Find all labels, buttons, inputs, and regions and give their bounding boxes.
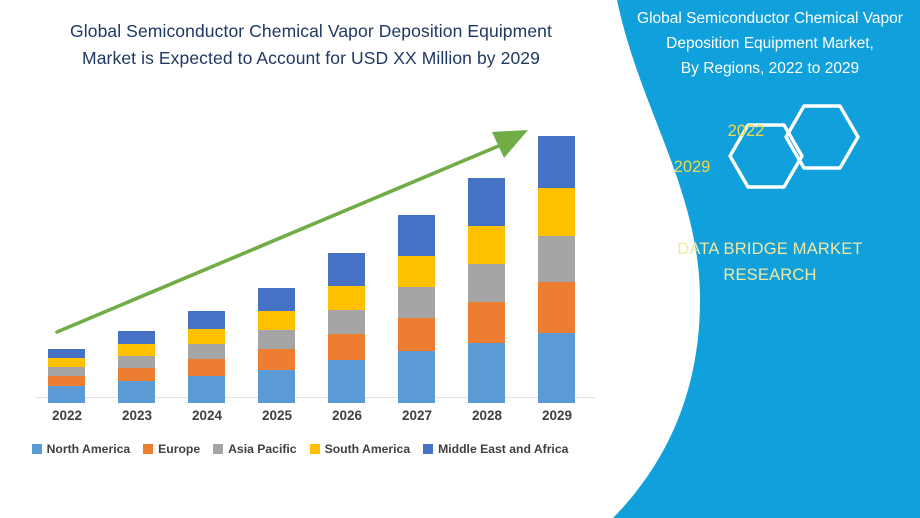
bar-segment-middle-east-and-africa bbox=[118, 331, 155, 344]
x-tick-2026: 2026 bbox=[331, 408, 363, 423]
legend-label-asia-pacific: Asia Pacific bbox=[228, 442, 297, 456]
brand-name: DATA BRIDGE MARKET RESEARCH bbox=[620, 236, 920, 288]
x-tick-2025: 2025 bbox=[261, 408, 293, 423]
legend-item-north-america[interactable]: North America bbox=[31, 442, 131, 456]
bar-segment-asia-pacific bbox=[188, 344, 225, 359]
bar-2025 bbox=[258, 288, 295, 403]
legend-label-south-america: South America bbox=[324, 442, 411, 456]
bar-segment-south-america bbox=[468, 226, 505, 264]
bar-2029 bbox=[538, 136, 575, 403]
x-tick-2023: 2023 bbox=[121, 408, 153, 423]
brand-name-line-1: DATA BRIDGE MARKET bbox=[677, 240, 863, 258]
bar-segment-middle-east-and-africa bbox=[188, 311, 225, 329]
x-tick-2027: 2027 bbox=[401, 408, 433, 423]
bar-2022 bbox=[48, 349, 85, 403]
chart-legend: North America Europe Asia Pacific South Ame… bbox=[0, 442, 600, 456]
bar-segment-north-america bbox=[118, 381, 155, 403]
bar-segment-south-america bbox=[258, 311, 295, 330]
brand-title-line-1: Global Semiconductor Chemical Vapor bbox=[637, 10, 903, 27]
bar-segment-north-america bbox=[48, 386, 85, 403]
chart-title: Global Semiconductor Chemical Vapor Depo… bbox=[26, 18, 596, 72]
bar-segment-asia-pacific bbox=[328, 310, 365, 334]
bar-2023 bbox=[118, 331, 155, 403]
bar-segment-north-america bbox=[258, 370, 295, 403]
legend-swatch-south-america bbox=[309, 444, 320, 454]
chart-plot-area bbox=[0, 96, 600, 404]
bar-segment-south-america bbox=[48, 358, 85, 367]
bar-2027 bbox=[398, 215, 435, 403]
brand-panel: Global Semiconductor Chemical Vapor Depo… bbox=[620, 0, 920, 518]
bar-2024 bbox=[188, 311, 225, 403]
legend-label-europe: Europe bbox=[158, 442, 201, 456]
hexagon-2022-label: 2022 bbox=[727, 122, 765, 140]
bar-segment-europe bbox=[118, 368, 155, 381]
x-axis-labels: 2022 2023 2024 2025 2026 2027 2028 2029 bbox=[0, 408, 600, 432]
x-tick-2022: 2022 bbox=[51, 408, 83, 423]
bar-segment-asia-pacific bbox=[538, 236, 575, 282]
legend-item-south-america[interactable]: South America bbox=[309, 442, 411, 456]
hexagon-2029-label: 2029 bbox=[673, 158, 711, 176]
bar-segment-north-america bbox=[328, 360, 365, 403]
x-tick-2029: 2029 bbox=[541, 408, 573, 423]
bar-segment-south-america bbox=[538, 188, 575, 236]
axis-baseline bbox=[35, 397, 595, 398]
hexagon-badge-group bbox=[728, 104, 860, 189]
bar-segment-europe bbox=[538, 282, 575, 333]
brand-title-line-2: Deposition Equipment Market, bbox=[666, 35, 874, 52]
bar-segment-europe bbox=[48, 376, 85, 386]
bar-segment-asia-pacific bbox=[468, 264, 505, 302]
legend-swatch-north-america bbox=[31, 444, 42, 454]
bar-segment-middle-east-and-africa bbox=[258, 288, 295, 311]
hexagon-2029-icon bbox=[728, 123, 804, 189]
legend-label-middle-east-and-africa: Middle East and Africa bbox=[438, 442, 569, 456]
bar-segment-south-america bbox=[398, 256, 435, 287]
legend-item-europe[interactable]: Europe bbox=[143, 442, 200, 456]
legend-swatch-asia-pacific bbox=[213, 444, 224, 454]
bar-segment-asia-pacific bbox=[258, 330, 295, 349]
bar-segment-north-america bbox=[398, 351, 435, 403]
legend-item-asia-pacific[interactable]: Asia Pacific bbox=[213, 442, 297, 456]
chart-title-line-1: Global Semiconductor Chemical Vapor Depo… bbox=[70, 21, 552, 41]
bar-segment-asia-pacific bbox=[118, 356, 155, 368]
bar-2028 bbox=[468, 178, 505, 403]
x-tick-2024: 2024 bbox=[191, 408, 223, 423]
bar-segment-middle-east-and-africa bbox=[328, 253, 365, 286]
bar-segment-europe bbox=[328, 334, 365, 360]
brand-title-line-3: By Regions, 2022 to 2029 bbox=[680, 60, 860, 77]
x-tick-2028: 2028 bbox=[471, 408, 503, 423]
bar-segment-europe bbox=[468, 302, 505, 343]
brand-name-line-2: RESEARCH bbox=[723, 266, 817, 284]
bar-2026 bbox=[328, 253, 365, 403]
bar-segment-south-america bbox=[118, 344, 155, 356]
bar-segment-north-america bbox=[188, 376, 225, 403]
legend-swatch-middle-east-and-africa bbox=[423, 444, 434, 454]
chart-panel: Global Semiconductor Chemical Vapor Depo… bbox=[0, 18, 600, 456]
bar-segment-middle-east-and-africa bbox=[398, 215, 435, 256]
bar-segment-europe bbox=[258, 349, 295, 370]
bar-segment-middle-east-and-africa bbox=[538, 136, 575, 188]
legend-label-north-america: North America bbox=[46, 442, 131, 456]
bar-segment-europe bbox=[188, 359, 225, 376]
hexagon-2022-icon bbox=[784, 104, 860, 170]
bar-segment-middle-east-and-africa bbox=[48, 349, 85, 358]
bar-segment-north-america bbox=[468, 343, 505, 403]
bar-segment-south-america bbox=[328, 286, 365, 310]
legend-item-middle-east-and-africa[interactable]: Middle East and Africa bbox=[423, 442, 568, 456]
bar-segment-europe bbox=[398, 318, 435, 351]
bar-segment-south-america bbox=[188, 329, 225, 344]
bar-segment-middle-east-and-africa bbox=[468, 178, 505, 226]
bar-segment-asia-pacific bbox=[48, 367, 85, 376]
brand-title: Global Semiconductor Chemical Vapor Depo… bbox=[620, 6, 920, 81]
bar-segment-north-america bbox=[538, 333, 575, 403]
chart-title-line-2: Market is Expected to Account for USD XX… bbox=[82, 48, 540, 68]
legend-swatch-europe bbox=[143, 444, 154, 454]
bar-segment-asia-pacific bbox=[398, 287, 435, 318]
